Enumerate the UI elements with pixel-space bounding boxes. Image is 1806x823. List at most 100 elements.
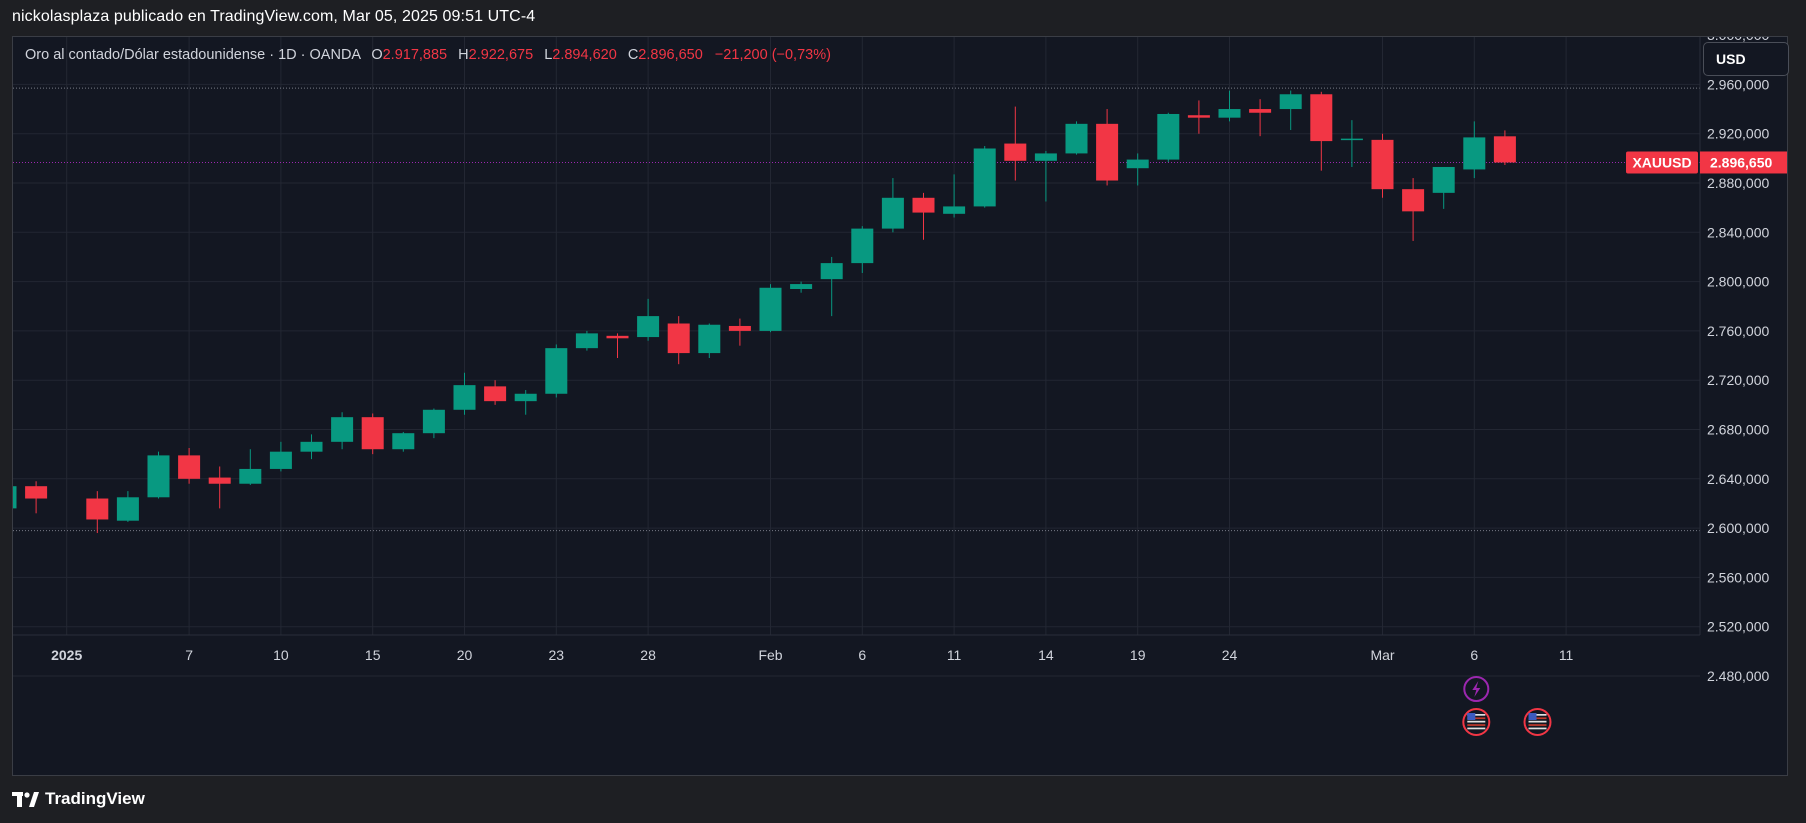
us-flag-icon[interactable] [1523,708,1552,736]
candle-body [147,455,170,498]
x-tick-label: 7 [185,647,193,663]
symbol-tag-box [1626,151,1698,174]
change-value: −21,200 (−0,73%) [714,47,831,63]
candle-body [1249,109,1272,113]
candle-body [178,455,201,479]
us-flag-icon[interactable] [1462,708,1491,736]
close-label: C [627,47,639,63]
candle-body [1065,123,1088,154]
us-flag-stripe [1528,727,1547,730]
x-tick-label: 15 [365,647,381,663]
us-flag-stripe [1528,724,1547,726]
x-tick-label: 19 [1130,647,1146,663]
candle [637,298,660,341]
x-tick-label: Mar [1370,647,1394,663]
candle [1310,91,1333,171]
last-price-tag: XAUUSD 2.896,650 [1626,151,1787,174]
candle-body [13,486,17,509]
candle-body [820,263,843,280]
candle [912,192,935,240]
high-label: H [458,47,469,63]
candle [606,333,629,359]
events [1462,676,1552,736]
low-label: L [544,47,553,63]
candle-body [331,417,354,442]
y-tick-label: 3.000,000 [1707,37,1769,43]
candle [1004,106,1027,181]
candle [1157,112,1180,163]
y-tick-label: 2.560,000 [1707,569,1769,585]
candle-body [514,393,537,402]
us-flag-stripe [1528,717,1547,720]
candle [25,481,48,514]
candle [728,318,751,346]
symbol-line: Oro al contado/Dólar estadounidense · 1D… [25,47,361,63]
candle [667,316,690,365]
us-flag-stripe [1467,714,1486,716]
lightning-icon-bolt [1472,681,1481,697]
candle-body [667,323,690,354]
candle-body [1157,113,1180,160]
currency-button[interactable]: USD [1703,42,1789,76]
candle-body [361,417,384,450]
candle-body [1126,159,1149,169]
candle-body [1004,143,1027,161]
candle-body [698,324,721,354]
candle-body [606,335,629,339]
candle-body [759,287,782,331]
us-flag-canton [1528,713,1537,720]
brand-name: TradingView [45,789,145,808]
candle [147,451,170,499]
candle [790,281,813,293]
candle [1493,130,1516,165]
candle-body [392,433,415,450]
candle [759,284,782,333]
candle-body [86,498,109,520]
x-tick-label: 6 [858,647,866,663]
x-tick-label: 23 [549,647,565,663]
close-value: 2.896,650 [638,47,703,63]
candle [239,449,262,485]
us-flag-stripe [1467,727,1486,730]
low-value: 2.894,620 [552,47,617,63]
candle [361,413,384,455]
high-value: 2.922,675 [468,47,534,63]
candle [943,174,966,218]
candle-body [208,477,231,484]
lightning-icon[interactable] [1463,676,1490,702]
tradingview-brand[interactable]: TradingView [12,789,145,809]
x-tick-label: 2025 [51,647,82,663]
candle-body [25,486,48,499]
candle [1463,121,1486,179]
candle-body [1187,115,1210,118]
x-tick-label: 20 [457,647,473,663]
candle [13,486,17,509]
candle-body [1340,138,1363,141]
candle [1065,121,1088,155]
tradingview-logo-icon [12,791,39,807]
candle [86,491,109,534]
candle-body [545,348,568,394]
candle [881,178,904,233]
symbol-tag-text: XAUUSD [1632,154,1691,170]
us-flag-canton [1467,713,1476,720]
candle [698,323,721,359]
candle-body [851,228,874,264]
candle [1279,90,1302,131]
candlestick-chart[interactable]: 3.000,000 2.960,000 2.920,000 2.880,000 2.84… [13,37,1787,775]
us-flag-stripe [1467,724,1486,726]
candle-body [1463,137,1486,170]
candle [514,390,537,415]
candle-body [575,333,598,349]
candle [575,330,598,351]
candle [484,380,507,405]
y-tick-label: 2.600,000 [1707,520,1769,536]
candle-body [1493,136,1516,163]
dotted-levels [13,87,1700,532]
candle [208,466,231,509]
chart-panel[interactable]: 3.000,000 2.960,000 2.920,000 2.880,000 2.84… [12,36,1789,776]
candle [1402,178,1425,241]
open-label: O [371,47,383,63]
axes: 3.000,000 2.960,000 2.920,000 2.880,000 2.84… [13,37,1787,684]
y-tick-label: 2.880,000 [1707,175,1769,191]
